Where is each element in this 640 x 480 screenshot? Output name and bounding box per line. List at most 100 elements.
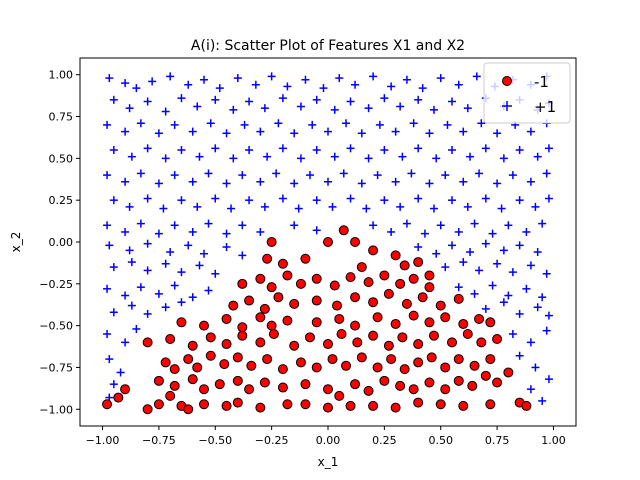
plus-one-point [143,239,152,248]
plus-one-point [267,72,276,81]
minus-one-point [160,357,171,368]
minus-one-point [295,357,306,368]
plus-one-point [127,152,136,161]
minus-one-point [187,340,198,351]
minus-one-point [408,273,419,284]
plus-one-point [256,227,265,236]
plus-one-point [125,202,134,211]
plus-one-point [544,311,553,320]
minus-one-point [102,399,113,410]
minus-one-point [395,380,406,391]
plus-one-point [398,152,407,161]
minus-one-point [435,300,446,311]
minus-one-point [268,329,279,339]
plus-one-point [227,204,236,213]
plus-one-point [256,177,265,186]
plus-one-point [143,309,152,318]
plus-one-point [441,171,450,180]
plus-one-point [305,171,314,180]
minus-one-point [199,320,209,331]
plus-one-point [103,330,112,338]
plus-one-point [161,107,170,116]
plus-one-point [159,204,168,213]
minus-one-point [282,315,293,326]
minus-one-point [153,375,164,386]
plus-one-point [515,241,524,250]
plus-one-point [109,146,118,154]
minus-one-point [187,374,198,385]
plus-one-point [154,229,163,238]
plus-one-point [454,80,463,89]
minus-one-point [120,384,131,395]
minus-one-point [277,364,288,375]
plus-one-point [132,324,141,333]
minus-one-point [345,272,356,283]
minus-one-point [345,400,356,411]
plus-one-point [188,177,197,186]
x-tick-label: 0.50 [428,434,453,447]
plus-one-point [418,84,427,93]
plus-one-point [364,104,373,113]
minus-one-point [199,399,209,410]
minus-one-point [205,332,216,343]
minus-one-point [232,352,243,363]
plus-one-point [136,119,145,128]
minus-one-point [259,303,270,314]
plus-one-point [193,102,202,111]
plus-one-point [441,263,450,272]
minus-one-point [232,375,243,386]
plus-one-point [402,219,411,228]
minus-one-point [440,312,451,323]
minus-one-point [424,377,435,388]
plus-one-point [328,202,337,211]
plus-one-point [121,177,130,186]
minus-one-point [334,390,345,401]
plus-one-point [177,196,186,205]
minus-one-point [379,375,390,386]
plus-one-point [274,119,283,128]
plus-one-point [109,263,118,272]
minus-one-point [228,300,239,311]
x-tick-label: 0.00 [316,434,341,447]
minus-one-point [390,402,401,413]
plus-one-point [238,171,247,180]
plus-one-point [206,119,215,128]
plus-one-point [312,95,321,104]
plus-one-point [204,286,213,295]
minus-one-point [492,334,503,345]
plus-one-point [420,229,429,238]
minus-one-point [395,278,406,289]
plus-one-point [409,119,418,128]
minus-one-point [255,312,266,323]
minus-one-point [352,337,363,348]
minus-one-point [142,404,153,415]
plus-one-point [448,97,456,106]
minus-one-point [462,329,473,339]
plus-one-point [308,120,317,129]
plus-one-point [481,144,490,153]
minus-one-point [447,337,457,348]
plus-one-point [380,196,389,205]
plus-one-point [364,154,373,163]
plus-one-point [177,146,186,154]
plus-one-point [330,105,339,114]
minus-one-point [485,354,496,365]
plus-one-point [278,194,287,203]
minus-one-point [480,370,491,381]
minus-one-point [474,313,485,324]
plus-one-point [263,152,272,161]
minus-one-point [417,292,428,303]
minus-one-point [113,392,124,403]
minus-one-point [379,270,390,281]
minus-one-point [221,313,232,324]
plus-one-point [170,171,179,180]
plus-one-point [472,72,481,81]
minus-one-point [255,337,266,348]
plus-one-point [319,84,328,93]
y-axis-ticks: −1.00 −0.75 −0.50 −0.25 0.00 0.25 0.50 0.75 1.00 [39,69,80,416]
plus-one-point [229,105,238,114]
plus-one-point [154,129,163,138]
plus-one-point [211,144,220,153]
minus-one-point [266,320,277,331]
plus-one-point [402,75,411,84]
